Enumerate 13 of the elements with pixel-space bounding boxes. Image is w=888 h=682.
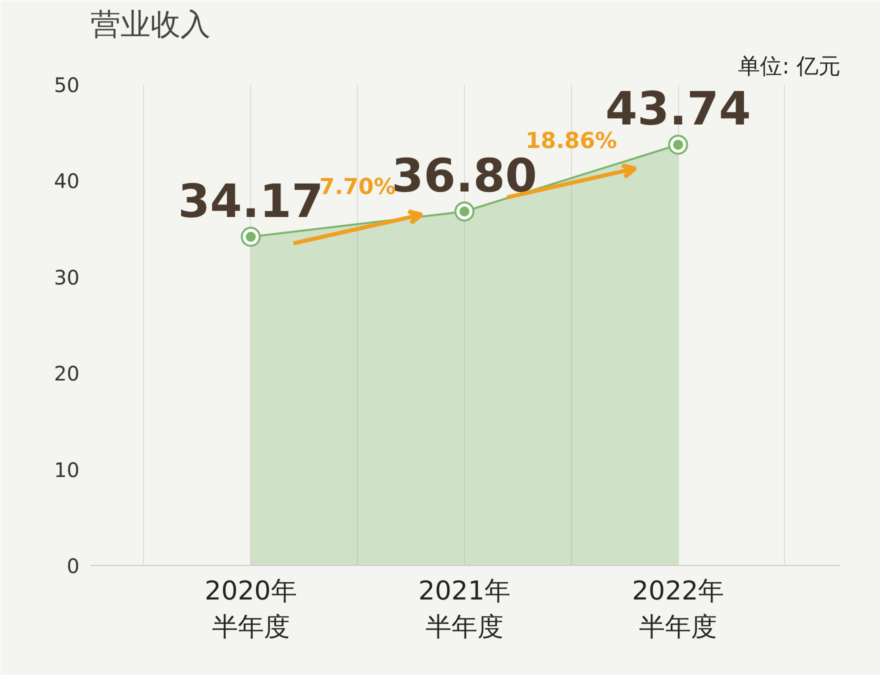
x-tick-label: 2021年半年度 [418,576,511,642]
point [668,134,688,155]
chart-title: 营业收入 [90,8,210,42]
chart-subtitle: 单位: 亿元 [738,54,840,80]
point [240,226,261,247]
y-tick-label: 50 [54,73,80,97]
y-tick-label: 0 [66,554,80,578]
y-tick-label: 20 [54,362,80,386]
y-tick-label: 40 [54,169,80,194]
x-tick-label: 2022年半年度 [632,576,724,642]
y-tick-label: 10 [54,458,80,482]
y-tick-label: 30 [54,265,80,290]
x-tick-label: 2020年半年度 [204,576,297,642]
